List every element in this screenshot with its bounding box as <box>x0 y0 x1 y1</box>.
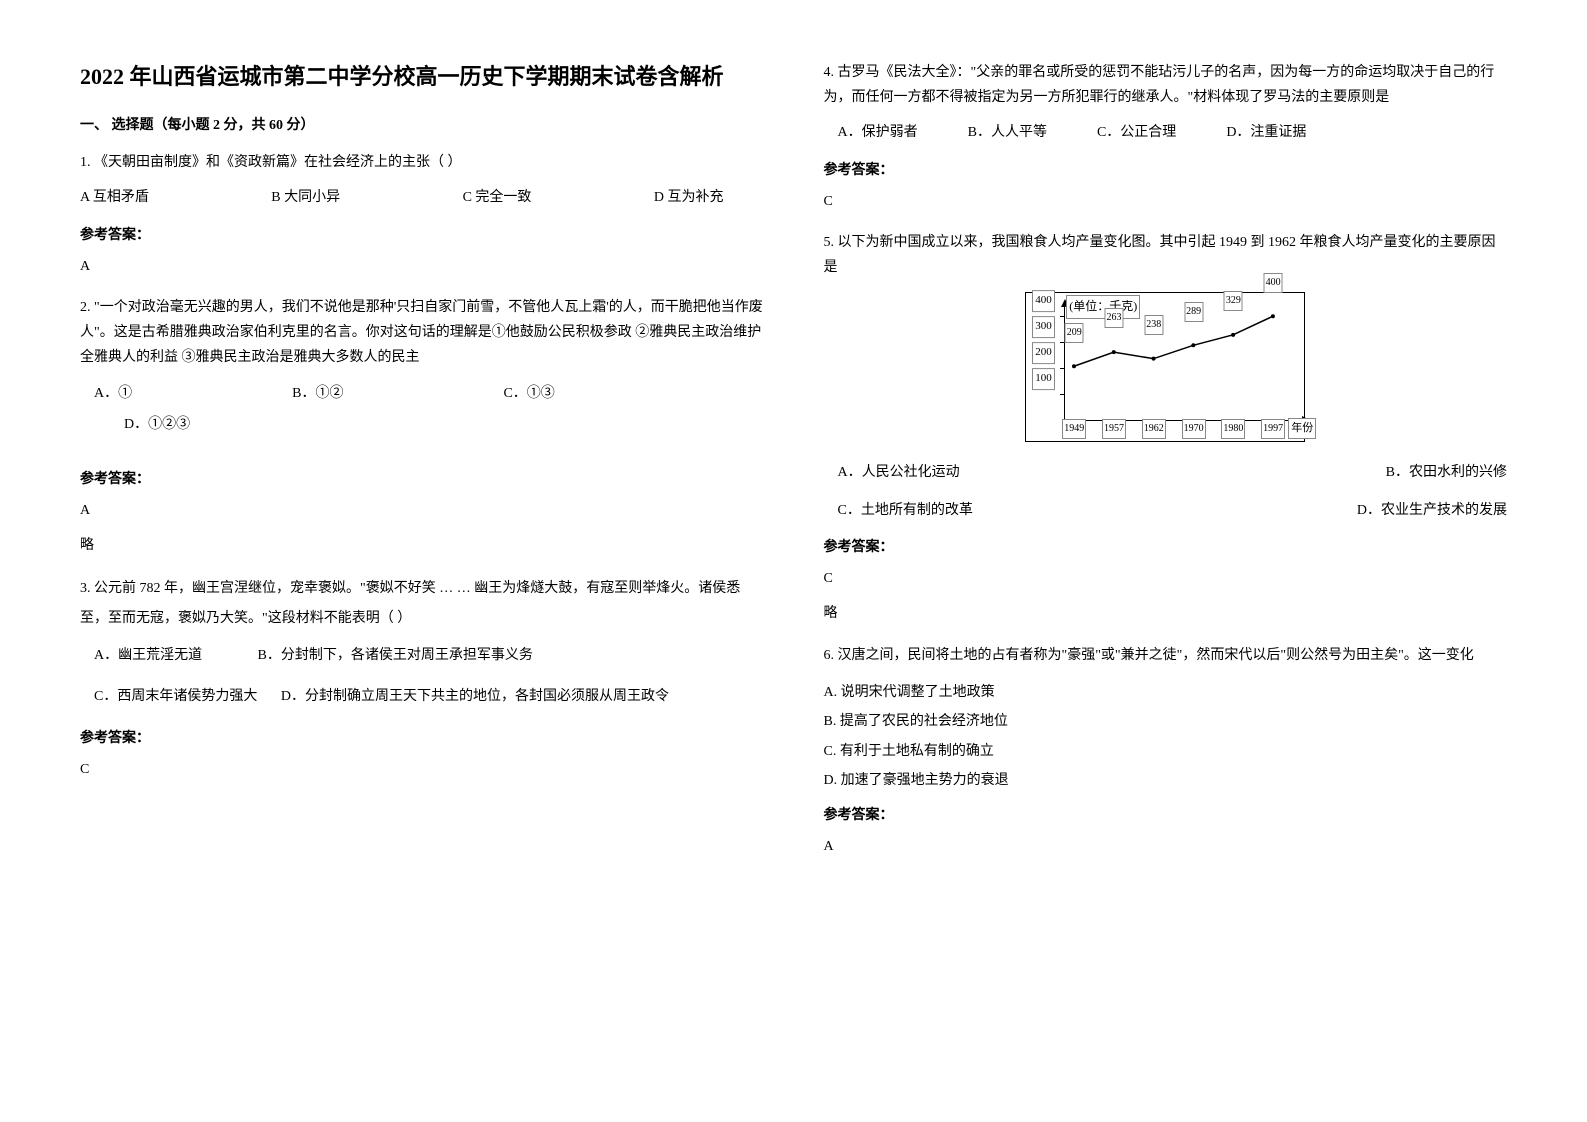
question-6: 6. 汉唐之间，民间将土地的占有者称为"豪强"或"兼并之徒"，然而宋代以后"则公… <box>824 642 1508 859</box>
q2-options: A．① B．①② C．①③ D．①②③ <box>80 381 764 437</box>
grain-chart: (单位：千克) 年份 10020030040019491957196219701… <box>1025 292 1305 442</box>
q5-opt-d: D．农业生产技术的发展 <box>1357 498 1507 523</box>
q2-opt-b: B．①② <box>292 381 343 406</box>
q4-text: 4. 古罗马《民法大全》："父亲的罪名或所受的惩罚不能玷污儿子的名声，因为每一方… <box>824 60 1508 110</box>
question-1: 1. 《天朝田亩制度》和《资政新篇》在社会经济上的主张（ ） A 互相矛盾 B … <box>80 150 764 279</box>
q4-answer: C <box>824 189 1508 214</box>
xtick: 1949 <box>1062 419 1086 439</box>
q2-answer: A <box>80 498 764 523</box>
question-4: 4. 古罗马《民法大全》："父亲的罪名或所受的惩罚不能玷污儿子的名声，因为每一方… <box>824 60 1508 214</box>
ytick: 300 <box>1032 316 1055 338</box>
q5-opt-b: B．农田水利的兴修 <box>1386 460 1507 485</box>
q4-opt-c: C．公正合理 <box>1097 120 1176 145</box>
chart-xlabel: 年份 <box>1288 418 1316 440</box>
q2-opt-c: C．①③ <box>503 381 554 406</box>
q6-answer: A <box>824 834 1508 859</box>
q3-opt-c: C．西周末年诸侯势力强大 <box>94 689 257 704</box>
q3-opt-a: A．幽王荒淫无道 <box>94 643 254 668</box>
q1-answer: A <box>80 254 764 279</box>
q2-opt-d: D．①②③ <box>124 417 190 432</box>
point-label: 209 <box>1065 323 1084 343</box>
point-label: 238 <box>1144 315 1163 335</box>
ytick: 400 <box>1032 290 1055 312</box>
q3-answer: C <box>80 757 764 782</box>
xtick: 1997 <box>1261 419 1285 439</box>
q6-opt-c: C. 有利于土地私有制的确立 <box>824 739 1508 764</box>
q3-answer-label: 参考答案： <box>80 726 764 751</box>
q4-opt-b: B．人人平等 <box>968 120 1047 145</box>
point-label: 329 <box>1224 291 1243 311</box>
q5-answer-label: 参考答案： <box>824 535 1508 560</box>
right-column: 4. 古罗马《民法大全》："父亲的罪名或所受的惩罚不能玷污儿子的名声，因为每一方… <box>824 60 1508 875</box>
q2-answer-label: 参考答案： <box>80 467 764 492</box>
q5-answer: C <box>824 566 1508 591</box>
left-column: 2022 年山西省运城市第二中学分校高一历史下学期期末试卷含解析 一、 选择题（… <box>80 60 764 875</box>
q6-opt-d: D. 加速了豪强地主势力的衰退 <box>824 768 1508 793</box>
q4-options: A．保护弱者 B．人人平等 C．公正合理 D．注重证据 <box>824 120 1508 145</box>
q3-opt-b: B．分封制下，各诸侯王对周王承担军事义务 <box>258 648 533 663</box>
xtick: 1957 <box>1102 419 1126 439</box>
q5-opt-a: A．人民公社化运动 <box>838 460 960 485</box>
q6-opt-a: A. 说明宋代调整了土地政策 <box>824 680 1508 705</box>
chart-grid: (单位：千克) 年份 10020030040019491957196219701… <box>1064 313 1296 421</box>
xtick: 1962 <box>1142 419 1166 439</box>
q1-opt-d: D 互为补充 <box>654 185 724 210</box>
xtick: 1970 <box>1182 419 1206 439</box>
q4-opt-d: D．注重证据 <box>1226 120 1306 145</box>
q1-text: 1. 《天朝田亩制度》和《资政新篇》在社会经济上的主张（ ） <box>80 150 764 175</box>
q2-opt-a: A．① <box>94 381 132 406</box>
ytick: 200 <box>1032 342 1055 364</box>
q3-opt-d: D．分封制确立周王天下共主的地位，各封国必须服从周王政令 <box>281 689 669 704</box>
chart-box: (单位：千克) 年份 10020030040019491957196219701… <box>1025 292 1305 442</box>
q1-opt-b: B 大同小异 <box>271 185 340 210</box>
q6-opt-b: B. 提高了农民的社会经济地位 <box>824 709 1508 734</box>
q1-opt-c: C 完全一致 <box>463 185 532 210</box>
exam-title: 2022 年山西省运城市第二中学分校高一历史下学期期末试卷含解析 <box>80 60 764 93</box>
xtick: 1980 <box>1221 419 1245 439</box>
q3-text: 3. 公元前 782 年，幽王宫涅继位，宠幸褒姒。"褒姒不好笑 … … 幽王为烽… <box>80 574 764 633</box>
q4-answer-label: 参考答案： <box>824 158 1508 183</box>
question-5: 5. 以下为新中国成立以来，我国粮食人均产量变化图。其中引起 1949 到 19… <box>824 230 1508 626</box>
chart-line <box>1064 311 1298 421</box>
point-label: 263 <box>1105 308 1124 328</box>
q6-answer-label: 参考答案： <box>824 803 1508 828</box>
q6-text: 6. 汉唐之间，民间将土地的占有者称为"豪强"或"兼并之徒"，然而宋代以后"则公… <box>824 642 1508 670</box>
q5-text: 5. 以下为新中国成立以来，我国粮食人均产量变化图。其中引起 1949 到 19… <box>824 230 1508 280</box>
q5-note: 略 <box>824 601 1508 626</box>
q5-opt-c: C．土地所有制的改革 <box>838 498 973 523</box>
q1-opt-a: A 互相矛盾 <box>80 185 149 210</box>
q3-options: A．幽王荒淫无道 B．分封制下，各诸侯王对周王承担军事义务 C．西周末年诸侯势力… <box>80 643 764 712</box>
q5-options: A．人民公社化运动 B．农田水利的兴修 C．土地所有制的改革 D．农业生产技术的… <box>824 460 1508 522</box>
q4-opt-a: A．保护弱者 <box>838 120 918 145</box>
question-2: 2. "一个对政治毫无兴趣的男人，我们不说他是那种'只扫自家门前雪，不管他人瓦上… <box>80 295 764 559</box>
question-3: 3. 公元前 782 年，幽王宫涅继位，宠幸褒姒。"褒姒不好笑 … … 幽王为烽… <box>80 574 764 782</box>
q1-options: A 互相矛盾 B 大同小异 C 完全一致 D 互为补充 <box>80 185 764 210</box>
q6-options: A. 说明宋代调整了土地政策 B. 提高了农民的社会经济地位 C. 有利于土地私… <box>824 680 1508 793</box>
point-label: 289 <box>1184 302 1203 322</box>
q1-answer-label: 参考答案： <box>80 223 764 248</box>
ytick: 100 <box>1032 368 1055 390</box>
q2-note: 略 <box>80 533 764 558</box>
q2-text: 2. "一个对政治毫无兴趣的男人，我们不说他是那种'只扫自家门前雪，不管他人瓦上… <box>80 295 764 371</box>
exam-page: 2022 年山西省运城市第二中学分校高一历史下学期期末试卷含解析 一、 选择题（… <box>80 60 1507 875</box>
section-header: 一、 选择题（每小题 2 分，共 60 分） <box>80 113 764 138</box>
point-label: 400 <box>1264 273 1283 293</box>
